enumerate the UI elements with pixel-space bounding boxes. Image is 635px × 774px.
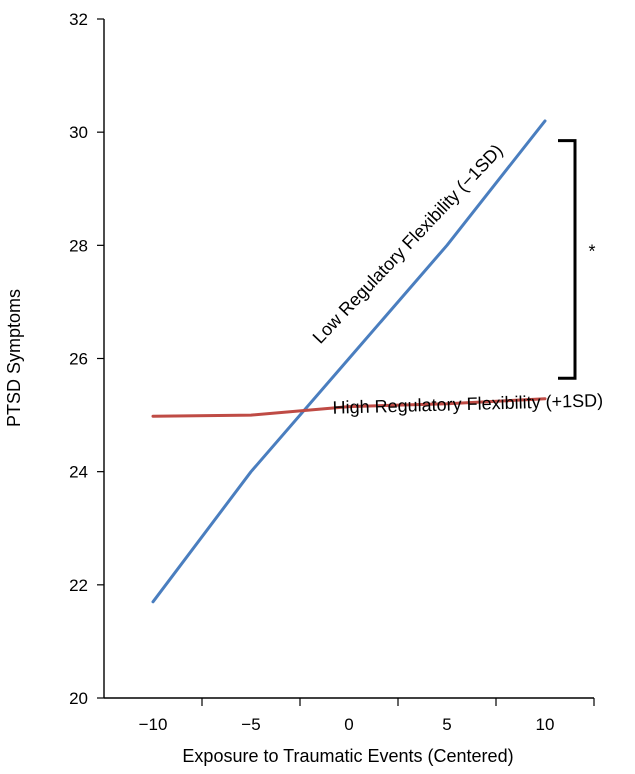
series-label-low: Low Regulatory Flexibility (−1SD) xyxy=(309,140,507,347)
significance-bracket: * xyxy=(558,139,596,380)
x-axis-title: Exposure to Traumatic Events (Centered) xyxy=(182,746,513,766)
y-tick-label: 26 xyxy=(69,350,88,369)
y-tick-label: 24 xyxy=(69,463,88,482)
x-tick-label: −5 xyxy=(241,715,260,734)
x-ticks: −10 −5 0 5 10 xyxy=(139,698,595,734)
x-tick-label: −10 xyxy=(139,715,168,734)
y-tick-label: 20 xyxy=(69,689,88,708)
y-tick-label: 28 xyxy=(69,236,88,255)
x-tick-label: 0 xyxy=(344,715,353,734)
series-label-high: High Regulatory Flexibility (+1SD) xyxy=(332,390,603,418)
series-group xyxy=(151,119,547,604)
y-tick-label: 32 xyxy=(69,10,88,29)
series-line-low-flexibility xyxy=(151,119,547,604)
series-line-high-flexibility xyxy=(151,397,547,418)
x-axis: −10 −5 0 5 10 xyxy=(104,697,595,734)
x-tick-label: 10 xyxy=(536,715,555,734)
y-axis: 20 22 24 26 28 30 32 xyxy=(69,10,105,708)
significance-star: * xyxy=(588,241,595,261)
y-ticks: 20 22 24 26 28 30 32 xyxy=(69,10,104,708)
x-tick-label: 5 xyxy=(442,715,451,734)
y-axis-title: PTSD Symptoms xyxy=(4,289,24,427)
y-tick-label: 30 xyxy=(69,123,88,142)
significance-bracket-line xyxy=(558,139,577,380)
y-tick-label: 22 xyxy=(69,576,88,595)
